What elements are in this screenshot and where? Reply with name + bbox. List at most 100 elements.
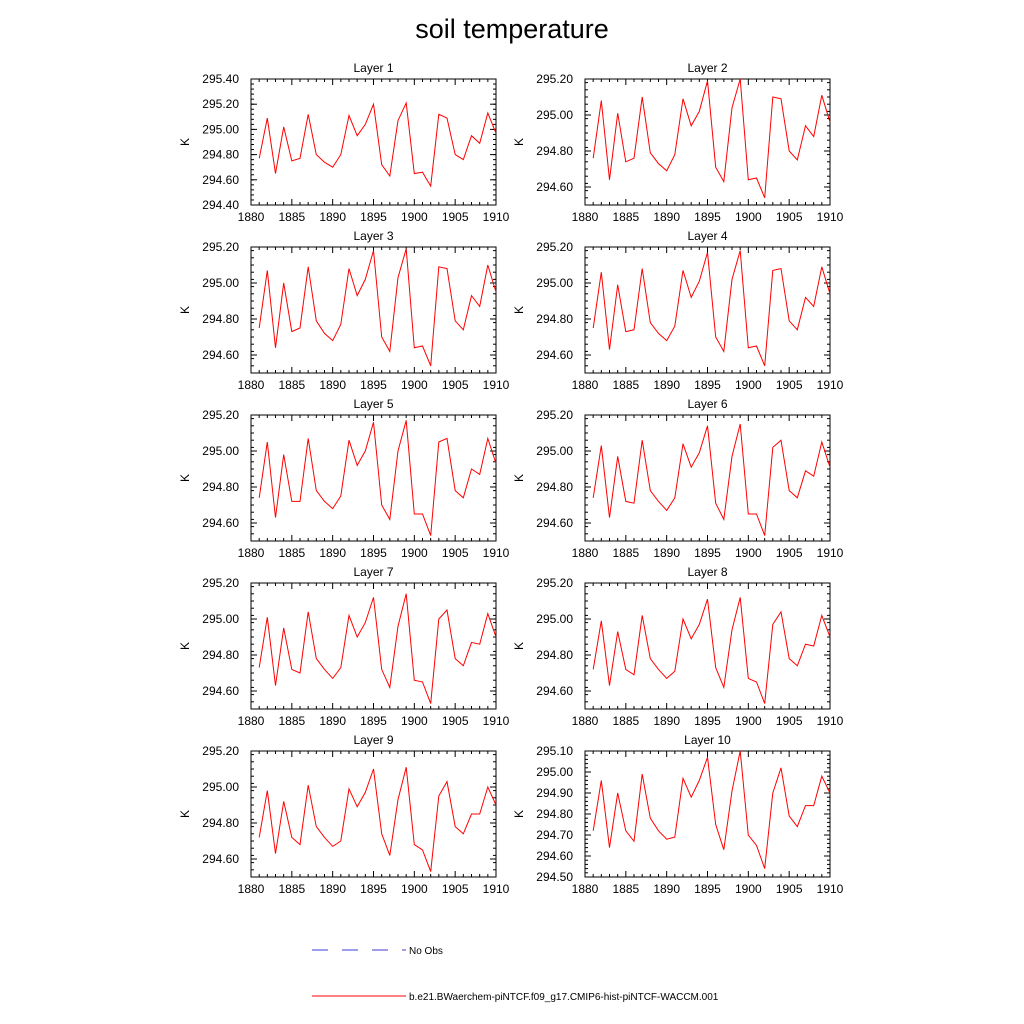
x-tick-label: 1905 [776, 882, 803, 896]
series-line [592, 78, 831, 198]
y-tick-label: 294.60 [536, 348, 573, 362]
x-tick-label: 1905 [442, 210, 469, 224]
x-tick-label: 1890 [319, 210, 346, 224]
panel-title: Layer 3 [353, 229, 393, 243]
figure-title: soil temperature [415, 14, 609, 44]
y-tick-label: 295.20 [536, 240, 573, 254]
x-tick-label: 1900 [401, 210, 428, 224]
x-tick-label: 1880 [238, 378, 265, 392]
x-tick-label: 1890 [319, 378, 346, 392]
x-tick-label: 1890 [319, 714, 346, 728]
x-tick-label: 1885 [278, 546, 305, 560]
y-axis-label: K [512, 642, 526, 650]
x-tick-label: 1905 [442, 882, 469, 896]
y-tick-label: 294.60 [536, 684, 573, 698]
x-tick-label: 1910 [483, 546, 510, 560]
panel-title: Layer 8 [687, 565, 727, 579]
y-tick-label: 294.60 [202, 348, 239, 362]
y-tick-label: 294.80 [202, 480, 239, 494]
x-tick-label: 1900 [401, 714, 428, 728]
y-tick-label: 294.60 [202, 516, 239, 530]
y-tick-label: 294.80 [202, 312, 239, 326]
x-tick-label: 1895 [360, 714, 387, 728]
y-tick-label: 294.80 [536, 807, 573, 821]
x-tick-label: 1910 [483, 714, 510, 728]
plot-frame [250, 582, 497, 710]
x-tick-label: 1880 [572, 210, 599, 224]
y-tick-label: 295.10 [536, 744, 573, 758]
x-tick-label: 1890 [653, 546, 680, 560]
x-tick-label: 1900 [735, 378, 762, 392]
panel-layer-4: Layer 4 1880 1885 1890 1895 1900 1905 1910 294.6… [512, 229, 844, 392]
y-tick-label: 295.20 [536, 408, 573, 422]
panel-title: Layer 9 [353, 733, 393, 747]
x-tick-label: 1905 [776, 714, 803, 728]
y-tick-label: 294.90 [536, 786, 573, 800]
series-line [258, 101, 497, 188]
x-tick-label: 1885 [612, 210, 639, 224]
y-tick-label: 295.00 [202, 780, 239, 794]
x-tick-label: 1900 [735, 210, 762, 224]
y-tick-label: 294.60 [536, 516, 573, 530]
y-tick-label: 294.80 [202, 148, 239, 162]
x-tick-label: 1905 [776, 378, 803, 392]
series-line [258, 248, 497, 366]
y-tick-label: 295.00 [202, 444, 239, 458]
y-tick-label: 294.80 [536, 144, 573, 158]
x-tick-label: 1885 [278, 714, 305, 728]
x-tick-label: 1910 [817, 378, 844, 392]
panel-title: Layer 1 [353, 61, 393, 75]
x-tick-label: 1880 [238, 714, 265, 728]
panel-layer-8: Layer 8 1880 1885 1890 1895 1900 1905 1910 294.6… [512, 565, 844, 728]
x-tick-label: 1890 [319, 882, 346, 896]
y-tick-label: 294.40 [202, 198, 239, 212]
x-tick-label: 1905 [442, 714, 469, 728]
x-tick-label: 1890 [319, 546, 346, 560]
x-tick-label: 1885 [612, 714, 639, 728]
x-tick-label: 1885 [612, 378, 639, 392]
panel-layer-10: Layer 10 1880 1885 1890 1895 1900 1905 1910 294.… [512, 733, 844, 896]
y-tick-label: 295.20 [536, 72, 573, 86]
series-line [258, 593, 497, 704]
x-tick-label: 1880 [572, 546, 599, 560]
y-axis-label: K [178, 138, 192, 146]
y-tick-label: 295.20 [202, 408, 239, 422]
series-line [592, 250, 831, 366]
x-tick-label: 1895 [360, 546, 387, 560]
y-axis-label: K [178, 474, 192, 482]
y-tick-label: 295.00 [202, 122, 239, 136]
x-tick-label: 1885 [278, 378, 305, 392]
x-tick-label: 1900 [735, 714, 762, 728]
x-tick-label: 1895 [694, 210, 721, 224]
panel-layer-7: Layer 7 1880 1885 1890 1895 1900 1905 1910 294.6… [178, 565, 510, 728]
y-tick-label: 295.20 [202, 576, 239, 590]
panel-layer-2: Layer 2 1880 1885 1890 1895 1900 1905 1910 294.6… [512, 61, 844, 224]
y-axis-label: K [512, 474, 526, 482]
y-tick-label: 294.80 [536, 480, 573, 494]
panel-layer-5: Layer 5 1880 1885 1890 1895 1900 1905 1910 294.6… [178, 397, 510, 560]
y-axis-label: K [512, 138, 526, 146]
x-tick-label: 1900 [401, 882, 428, 896]
y-tick-label: 295.20 [536, 576, 573, 590]
x-tick-label: 1905 [776, 546, 803, 560]
panel-title: Layer 2 [687, 61, 727, 75]
y-tick-label: 295.20 [202, 744, 239, 758]
panel-title: Layer 10 [684, 733, 731, 747]
x-tick-label: 1895 [360, 210, 387, 224]
y-axis-label: K [178, 306, 192, 314]
x-tick-label: 1880 [238, 882, 265, 896]
y-axis-label: K [178, 810, 192, 818]
y-tick-label: 294.80 [536, 648, 573, 662]
x-tick-label: 1910 [817, 714, 844, 728]
y-tick-label: 294.80 [202, 648, 239, 662]
x-tick-label: 1890 [653, 714, 680, 728]
y-tick-label: 294.70 [536, 828, 573, 842]
x-tick-label: 1880 [572, 882, 599, 896]
x-tick-label: 1900 [401, 546, 428, 560]
y-tick-label: 295.00 [202, 612, 239, 626]
panel-title: Layer 6 [687, 397, 727, 411]
x-tick-label: 1895 [694, 546, 721, 560]
x-tick-label: 1895 [694, 714, 721, 728]
series-line [258, 420, 497, 536]
x-tick-label: 1900 [735, 882, 762, 896]
